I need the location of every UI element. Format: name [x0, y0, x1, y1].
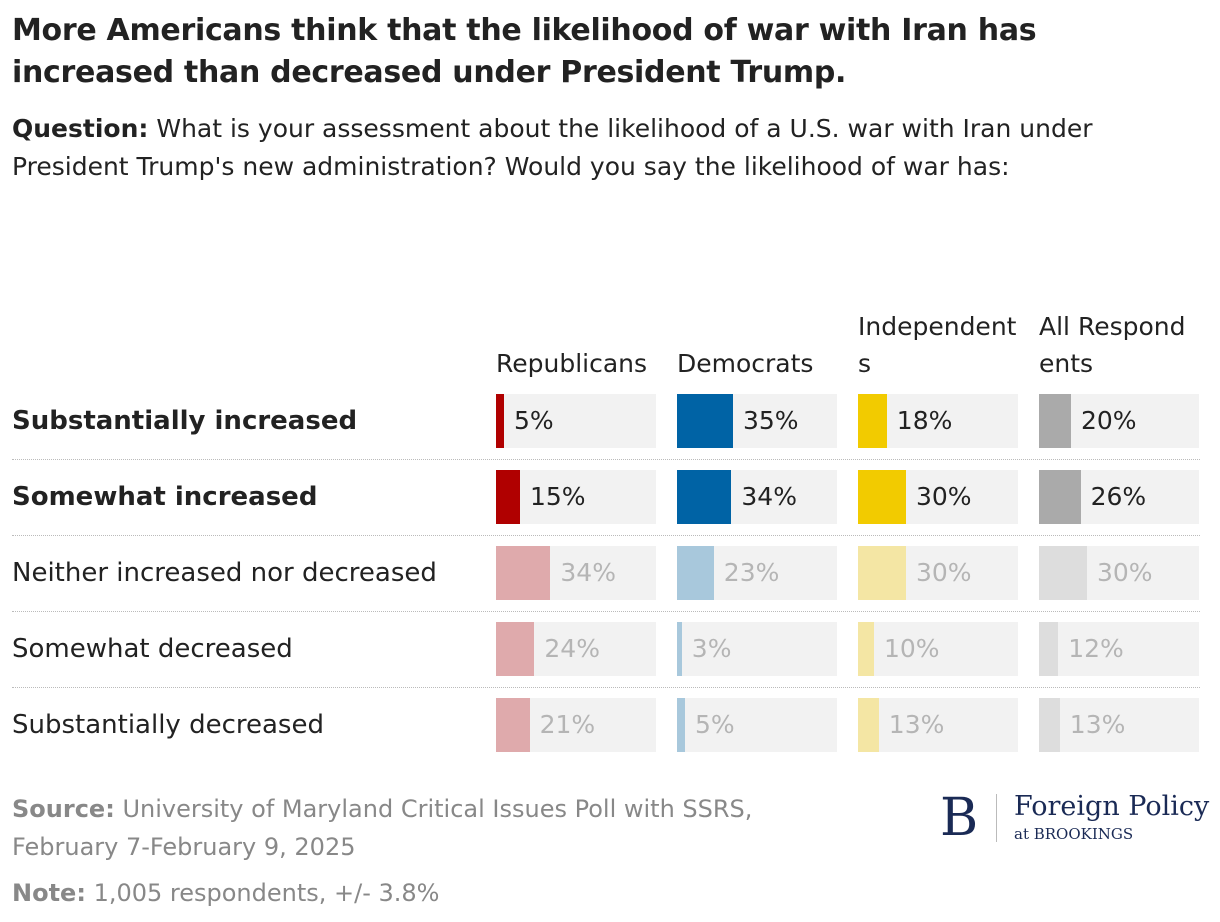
value-label: 20% [1081, 406, 1137, 435]
bar [496, 470, 520, 524]
cell: 34% [677, 470, 837, 524]
note-text: 1,005 respondents, +/- 3.8% [93, 879, 440, 907]
bar [1039, 470, 1081, 524]
value-label: 18% [896, 406, 953, 435]
source: Source: University of Maryland Critical … [12, 790, 832, 866]
subtitle-text: What is your assessment about the likeli… [12, 114, 1093, 181]
value-label: 13% [1069, 710, 1126, 739]
cell: 21% [496, 698, 656, 752]
logo: B Foreign Policy at BROOKINGS [940, 788, 1215, 848]
bar [496, 394, 504, 448]
cell: 5% [496, 394, 656, 448]
column-header: Independents [858, 312, 1017, 378]
bar [677, 394, 733, 448]
column-header: Democrats [677, 349, 814, 378]
note-label: Note: [12, 879, 86, 907]
cell: 10% [858, 622, 1018, 676]
row-label: Substantially decreased [12, 710, 324, 740]
logo-sub: at BROOKINGS [1014, 825, 1134, 843]
logo-name: Foreign Policy [1014, 791, 1210, 822]
row-label: Substantially increased [12, 406, 358, 436]
cell: 12% [1039, 622, 1199, 676]
column-header: Republicans [496, 349, 648, 378]
value-label: 30% [1097, 558, 1153, 587]
source-label: Source: [12, 795, 115, 823]
row-separator [12, 459, 1200, 460]
bar [1039, 546, 1087, 600]
value-label: 34% [741, 482, 797, 511]
value-label: 34% [560, 558, 616, 587]
bar [1039, 394, 1071, 448]
note: Note: 1,005 respondents, +/- 3.8% [12, 874, 439, 912]
cell: 13% [1039, 698, 1199, 752]
bar [858, 698, 879, 752]
bar [496, 546, 551, 600]
cell: 30% [1039, 546, 1199, 600]
cell: 5% [677, 698, 837, 752]
value-label: 35% [743, 406, 799, 435]
row-label: Neither increased nor decreased [12, 558, 437, 588]
row-separator [12, 535, 1200, 536]
row-label: Somewhat increased [12, 482, 318, 512]
cell: 18% [858, 394, 1018, 448]
cell: 15% [496, 470, 656, 524]
bar [858, 546, 906, 600]
column-header: All Respondents [1039, 312, 1186, 378]
subtitle: Question: What is your assessment about … [12, 110, 1192, 186]
value-label: 24% [544, 634, 600, 663]
cell: 30% [858, 470, 1018, 524]
logo-divider [996, 794, 997, 842]
cell: 34% [496, 546, 656, 600]
bar [677, 470, 732, 524]
cell: 20% [1039, 394, 1199, 448]
row-separator [12, 611, 1200, 612]
value-label: 10% [884, 634, 940, 663]
bar [858, 622, 874, 676]
cell: 26% [1039, 470, 1199, 524]
cell: 13% [858, 698, 1018, 752]
subtitle-label: Question: [12, 114, 149, 143]
bar [677, 698, 685, 752]
source-text: University of Maryland Critical Issues P… [12, 795, 753, 861]
bar [1039, 622, 1059, 676]
value-label: 5% [695, 710, 735, 739]
cell: 23% [677, 546, 837, 600]
cell: 30% [858, 546, 1018, 600]
value-label: 15% [530, 482, 586, 511]
cell: 24% [496, 622, 656, 676]
row-label: Somewhat decreased [12, 634, 293, 664]
bar [858, 470, 906, 524]
value-label: 21% [539, 710, 596, 739]
logo-initial: B [940, 788, 979, 848]
value-label: 26% [1090, 482, 1147, 511]
bar [858, 394, 887, 448]
row-separator [12, 687, 1200, 688]
bar [496, 698, 530, 752]
cell: 35% [677, 394, 837, 448]
bar [677, 546, 714, 600]
value-label: 30% [916, 558, 972, 587]
value-label: 12% [1068, 634, 1124, 663]
bar [496, 622, 535, 676]
cell: 3% [677, 622, 837, 676]
value-label: 23% [723, 558, 780, 587]
bar [677, 622, 682, 676]
chart-title: More Americans think that the likelihood… [12, 13, 1037, 90]
value-label: 3% [691, 634, 732, 663]
value-label: 30% [916, 482, 972, 511]
value-label: 13% [888, 710, 945, 739]
value-label: 5% [514, 406, 554, 435]
bar [1039, 698, 1060, 752]
